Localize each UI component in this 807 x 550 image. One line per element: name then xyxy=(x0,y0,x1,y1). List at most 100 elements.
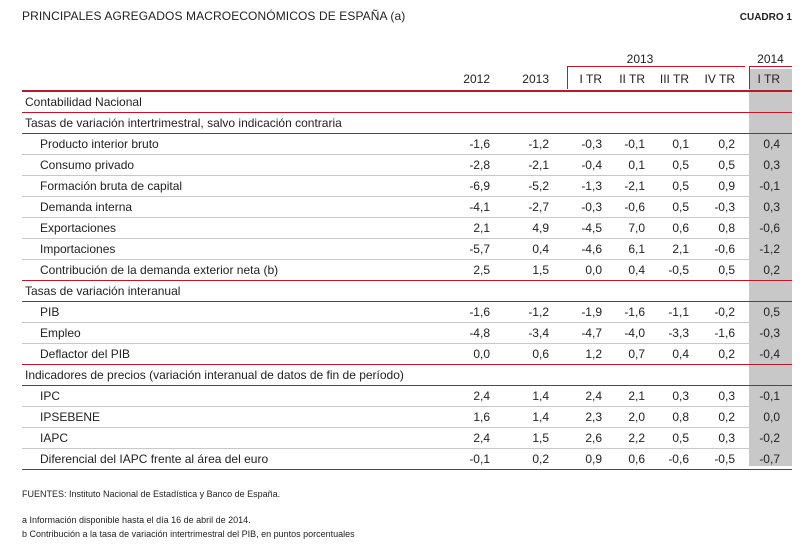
group-end-rule xyxy=(22,280,792,281)
table-cell: -1,6 xyxy=(469,137,490,151)
column-header: I TR xyxy=(579,72,602,86)
row-label: Demanda interna xyxy=(40,200,133,214)
table-cell: 2,4 xyxy=(585,389,602,403)
table-cell: 0,5 xyxy=(718,263,735,277)
table-cell: 0,3 xyxy=(763,200,780,214)
table-cell: 0,2 xyxy=(718,347,735,361)
row-divider xyxy=(22,448,792,449)
table-cell: -0,1 xyxy=(624,137,645,151)
table-cell: 2,4 xyxy=(473,389,490,403)
sources-note: FUENTES: Instituto Nacional de Estadísti… xyxy=(22,489,281,499)
table-cell: -1,6 xyxy=(469,305,490,319)
table-cell: -1,9 xyxy=(581,305,602,319)
table-cell: 1,6 xyxy=(473,410,490,424)
table-cell: 4,9 xyxy=(532,221,549,235)
table-cell: 7,0 xyxy=(628,221,645,235)
group-heading: Tasas de variación interanual xyxy=(22,281,792,302)
table-row: Contribución de la demanda exterior neta… xyxy=(22,260,792,281)
section-rule xyxy=(22,133,792,134)
row-divider xyxy=(22,343,792,344)
table-cell: -0,1 xyxy=(469,452,490,466)
row-divider xyxy=(22,406,792,407)
table-cell: -0,5 xyxy=(714,452,735,466)
row-label: IPC xyxy=(40,389,61,403)
table-cell: 1,5 xyxy=(532,431,549,445)
table-cell: 2,6 xyxy=(585,431,602,445)
table-cell: -5,2 xyxy=(528,179,549,193)
table-cell: 1,2 xyxy=(585,347,602,361)
section-rule xyxy=(22,385,792,386)
table-row: Consumo privado -2,8 -2,1 -0,4 0,1 0,5 0,5 0,3 xyxy=(22,155,792,176)
column-header: IV TR xyxy=(704,72,735,86)
footnote-a: a Información disponible hasta el día 16… xyxy=(22,515,251,525)
table-cell: 0,6 xyxy=(532,347,549,361)
row-divider xyxy=(22,175,792,176)
table-cell: 0,9 xyxy=(585,452,602,466)
table-cell: 2,1 xyxy=(672,242,689,256)
section-rule xyxy=(22,301,792,302)
table-row: Formación bruta de capital -6,9 -5,2 -1,3 -2… xyxy=(22,176,792,197)
table-cell: -1,2 xyxy=(528,137,549,151)
table-cell: -2,8 xyxy=(469,158,490,172)
table-row: Diferencial del IAPC frente al área del … xyxy=(22,449,792,470)
table-cell: 0,8 xyxy=(672,410,689,424)
table-cell: 1,4 xyxy=(532,389,549,403)
row-label: Formación bruta de capital xyxy=(40,179,183,193)
table-cell: 0,0 xyxy=(473,347,490,361)
table-row: Producto interior bruto -1,6 -1,2 -0,3 -0,1 0… xyxy=(22,134,792,155)
table-cell: 0,8 xyxy=(718,221,735,235)
section-rule xyxy=(22,112,792,113)
table-row: Importaciones -5,7 0,4 -4,6 6,1 2,1 -0,6 -1,2 xyxy=(22,239,792,260)
table-row: Deflactor del PIB 0,0 0,6 1,2 0,7 0,4 0,2 -0,4 xyxy=(22,344,792,365)
table-cell: 0,3 xyxy=(672,389,689,403)
group-heading: Tasas de variación intertrimestral, salv… xyxy=(22,113,792,134)
table-cell: 0,2 xyxy=(532,452,549,466)
table-cell: 2,3 xyxy=(585,410,602,424)
section-heading: Indicadores de precios (variación intera… xyxy=(22,365,792,386)
column-header: III TR xyxy=(659,72,689,86)
table-cell: -0,6 xyxy=(759,221,780,235)
column-header: II TR xyxy=(619,72,645,86)
table-cell: 0,5 xyxy=(672,200,689,214)
table-cell: -0,6 xyxy=(668,452,689,466)
footnote-b: b Contribución a la tasa de variación in… xyxy=(22,529,355,539)
table-row: Exportaciones 2,1 4,9 -4,5 7,0 0,6 0,8 -0,6 xyxy=(22,218,792,239)
table-cell: 0,2 xyxy=(718,410,735,424)
table-cell: 2,0 xyxy=(628,410,645,424)
table-row: PIB -1,6 -1,2 -1,9 -1,6 -1,1 -0,2 0,5 xyxy=(22,302,792,323)
column-divider xyxy=(567,66,568,89)
column-header: 2012 xyxy=(463,72,490,86)
header-group-2013: 2013 xyxy=(626,52,654,66)
highlight-column-2014 xyxy=(749,69,792,466)
row-label: Contribución de la demanda exterior neta… xyxy=(40,263,279,277)
table-cell: 0,3 xyxy=(718,431,735,445)
table-cell: 0,2 xyxy=(763,263,780,277)
row-label: PIB xyxy=(40,305,60,319)
table-cell: 0,5 xyxy=(718,158,735,172)
table-cell: 0,6 xyxy=(672,221,689,235)
row-divider xyxy=(22,217,792,218)
table-cell: 0,5 xyxy=(763,305,780,319)
table-cell: -0,5 xyxy=(668,263,689,277)
table-cell: 0,4 xyxy=(763,137,780,151)
row-divider xyxy=(22,154,792,155)
table-cell: -0,3 xyxy=(581,137,602,151)
table-cell: 0,1 xyxy=(628,158,645,172)
row-label: Importaciones xyxy=(40,242,116,256)
column-divider xyxy=(749,66,750,89)
table-cell: 2,4 xyxy=(473,431,490,445)
row-heading-label: Contabilidad Nacional xyxy=(25,95,142,109)
table-cell: -2,1 xyxy=(528,158,549,172)
table-cell: 0,6 xyxy=(628,452,645,466)
table-cell: 1,4 xyxy=(532,410,549,424)
table-cell: -1,2 xyxy=(759,242,780,256)
table-row: IAPC 2,4 1,5 2,6 2,2 0,5 0,3 -0,2 xyxy=(22,428,792,449)
table-cell: 0,3 xyxy=(763,158,780,172)
table-cell: -6,9 xyxy=(469,179,490,193)
table-cell: -0,6 xyxy=(624,200,645,214)
table-cell: 0,5 xyxy=(672,179,689,193)
row-divider xyxy=(22,427,792,428)
row-label: Deflactor del PIB xyxy=(40,347,131,361)
table-row: Empleo -4,8 -3,4 -4,7 -4,0 -3,3 -1,6 -0,3 xyxy=(22,323,792,344)
table-cell: 0,4 xyxy=(532,242,549,256)
